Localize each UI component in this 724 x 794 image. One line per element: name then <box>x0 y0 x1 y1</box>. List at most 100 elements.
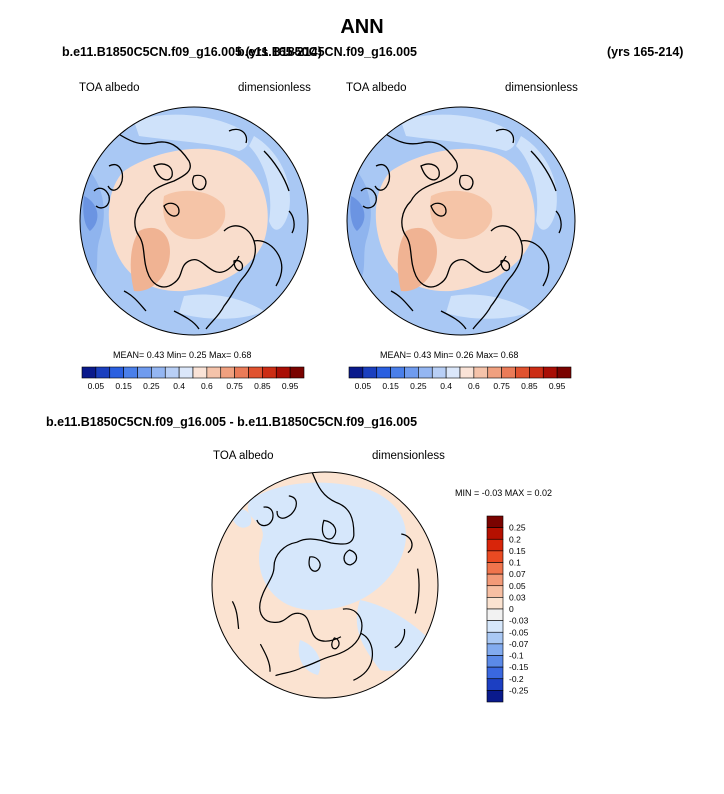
colorbar-tick-label: 0.1 <box>509 558 521 568</box>
colorbar-swatch <box>362 366 378 379</box>
colorbar-swatch <box>486 573 504 587</box>
colorbar-tick-label: 0.25 <box>509 523 526 533</box>
colorbar-tick-label: 0.05 <box>355 381 372 391</box>
colorbar-tick-label: 0.95 <box>549 381 566 391</box>
colorbar-tick-label: 0.2 <box>509 534 521 544</box>
colorbar-tick-label: 0.6 <box>201 381 213 391</box>
colorbar-tick-label: 0.25 <box>143 381 160 391</box>
colorbar-swatch <box>151 366 166 379</box>
colorbar-tick-label: 0.95 <box>282 381 299 391</box>
colorbar-swatch <box>542 366 558 379</box>
colorbar-tick-label: 0.15 <box>115 381 132 391</box>
colorbar-tick-label: 0.03 <box>509 592 526 602</box>
colorbar-swatch <box>486 550 504 563</box>
colorbar-tick-label: 0.85 <box>521 381 538 391</box>
colorbar-tick-label: 0.15 <box>382 381 399 391</box>
colorbar-swatch <box>95 366 111 379</box>
colorbar-swatch <box>486 643 504 656</box>
diff-map-border <box>211 471 439 699</box>
colorbar-tick-label: 0 <box>509 604 514 614</box>
colorbar-tick-label: 0.4 <box>440 381 452 391</box>
colorbar-tick-label: 0.4 <box>173 381 185 391</box>
colorbar-tick-label: -0.2 <box>509 674 524 684</box>
left-colorbar: 0.05 0.15 0.25 0.4 0.6 0.75 0.85 0.95 <box>81 366 305 391</box>
left-units: dimensionless <box>238 82 311 94</box>
colorbar-swatch <box>376 366 391 379</box>
left-map-border <box>79 106 309 336</box>
colorbar-swatch <box>486 678 504 691</box>
colorbar-tick-label: 0.15 <box>509 546 526 556</box>
colorbar-tick-label: -0.07 <box>509 639 529 649</box>
colorbar-swatch <box>486 608 504 621</box>
colorbar-swatch <box>164 366 180 379</box>
colorbar-swatch <box>289 366 305 379</box>
colorbar-tick-label: 0.75 <box>493 381 510 391</box>
colorbar-swatch <box>404 366 419 379</box>
colorbar-swatch <box>109 366 124 379</box>
colorbar-tick-label: 0.6 <box>468 381 480 391</box>
colorbar-swatch <box>459 366 475 379</box>
colorbar-tick-label: 0.75 <box>226 381 243 391</box>
colorbar-swatch <box>248 366 263 379</box>
right-years: (yrs 165-214) <box>607 45 684 59</box>
colorbar-swatch <box>390 366 405 379</box>
colorbar-swatch <box>206 366 222 379</box>
colorbar-tick-label: 0.85 <box>254 381 271 391</box>
colorbar-swatch <box>431 366 447 379</box>
colorbar-swatch <box>486 527 504 540</box>
colorbar-swatch <box>486 655 504 668</box>
colorbar-swatch <box>178 366 194 379</box>
colorbar-swatch <box>486 538 504 552</box>
colorbar-swatch <box>81 366 97 379</box>
colorbar-swatch <box>262 366 277 379</box>
colorbar-swatch <box>123 366 138 379</box>
left-map <box>80 107 308 335</box>
colorbar-swatch <box>473 366 489 379</box>
colorbar-swatch <box>486 666 504 680</box>
colorbar-tick-label: -0.05 <box>509 627 529 637</box>
right-map <box>347 107 575 335</box>
colorbar-swatch <box>275 366 291 379</box>
right-stats: MEAN= 0.43 Min= 0.26 Max= 0.68 <box>380 350 519 360</box>
diff-map <box>212 472 438 698</box>
colorbar-tick-label: -0.1 <box>509 651 524 661</box>
diff-stats: MIN = -0.03 MAX = 0.02 <box>455 488 553 498</box>
left-var-label: TOA albedo <box>79 82 140 94</box>
colorbar-tick-label: 0.05 <box>88 381 105 391</box>
colorbar-swatch <box>515 366 530 379</box>
colorbar-tick-label: 0.05 <box>509 581 526 591</box>
colorbar-swatch <box>137 366 152 379</box>
colorbar-swatch <box>486 515 504 528</box>
colorbar-tick-label: -0.03 <box>509 616 529 626</box>
colorbar-swatch <box>556 366 572 379</box>
colorbar-swatch <box>486 562 504 575</box>
right-colorbar: 0.05 0.15 0.25 0.4 0.6 0.75 0.85 0.95 <box>348 366 572 391</box>
right-units: dimensionless <box>505 82 578 94</box>
colorbar-swatch <box>487 366 502 379</box>
colorbar-swatch <box>348 366 364 379</box>
left-case-title: b.e11.B1850C5CN.f09_g16.005 (yrs 165-214… <box>62 45 322 59</box>
colorbar-swatch <box>501 366 516 379</box>
colorbar-swatch <box>445 366 461 379</box>
colorbar-swatch <box>418 366 433 379</box>
colorbar-swatch <box>486 631 504 645</box>
colorbar-tick-label: 0.25 <box>410 381 427 391</box>
colorbar-swatch <box>486 585 504 598</box>
figure-title: ANN <box>340 16 384 38</box>
diff-units: dimensionless <box>372 450 445 462</box>
diff-colorbar: 0.250.2 0.15 0.10.07 0.050.03 0 -0.03-0.05 -0.… <box>486 515 529 703</box>
right-var-label: TOA albedo <box>346 82 407 94</box>
colorbar-swatch <box>486 597 504 610</box>
right-case-title: b.e11.B1850C5CN.f09_g16.005 <box>237 45 417 59</box>
colorbar-swatch <box>220 366 235 379</box>
colorbar-swatch <box>234 366 249 379</box>
diff-case-title: b.e11.B1850C5CN.f09_g16.005 - b.e11.B185… <box>46 415 418 429</box>
colorbar-tick-label: -0.15 <box>509 662 529 672</box>
colorbar-swatch <box>192 366 208 379</box>
colorbar-swatch <box>529 366 544 379</box>
colorbar-tick-label: 0.07 <box>509 569 526 579</box>
colorbar-tick-label: -0.25 <box>509 685 529 695</box>
colorbar-swatch <box>486 620 504 633</box>
diff-var-label: TOA albedo <box>213 450 274 462</box>
